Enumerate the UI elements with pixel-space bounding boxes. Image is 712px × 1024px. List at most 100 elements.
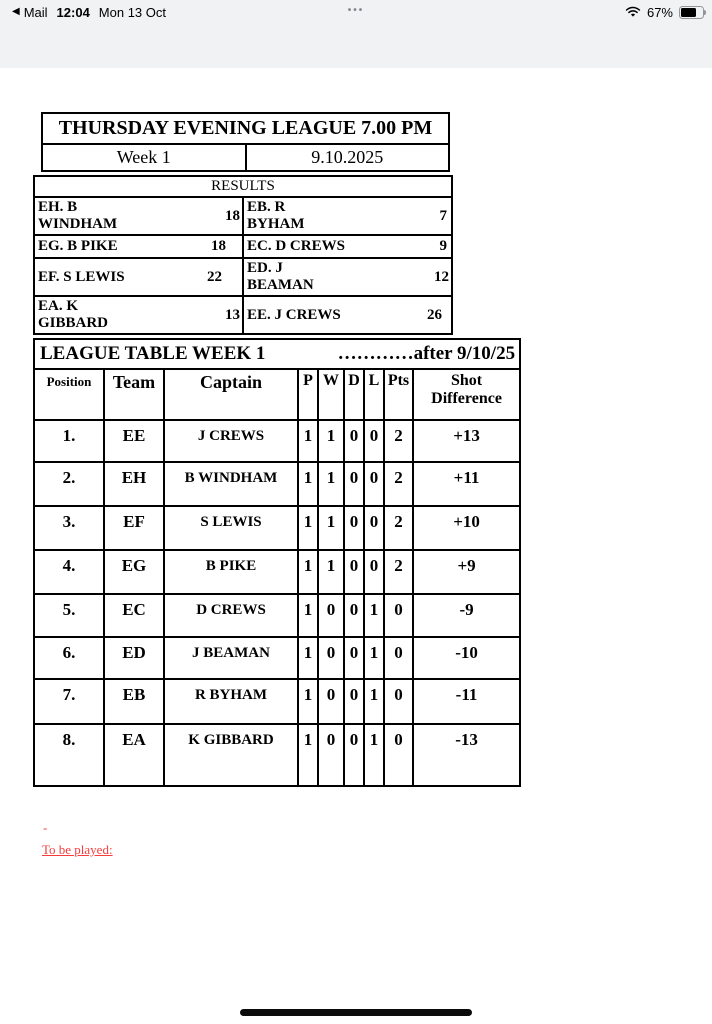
drawn: 0 (343, 593, 365, 638)
position: 4. (33, 549, 105, 595)
league-row: 3. EF S LEWIS 1 1 0 0 2 +10 (33, 505, 522, 551)
league-table: LEAGUE TABLE WEEK 1 …………after 9/10/25 Po… (32, 338, 522, 787)
col-header-shot-difference: Shot Difference (411, 368, 522, 421)
results-row: EA. K GIBBARD 13 EE. J CREWS 26 (33, 295, 453, 335)
shot-difference: -11 (411, 678, 522, 725)
away-team: EC. D CREWS (242, 234, 348, 259)
results-header: RESULTS (33, 175, 453, 198)
league-row: 4. EG B PIKE 1 1 0 0 2 +9 (33, 549, 522, 595)
shot-difference: -10 (411, 636, 522, 680)
battery-percent-label: 67% (646, 4, 673, 20)
away-score: 26 (347, 295, 453, 335)
drawn: 0 (343, 461, 365, 507)
multitask-menu-dots[interactable]: ••• (347, 4, 365, 16)
back-triangle-icon: ◀ (12, 6, 20, 17)
red-dash-text: - (43, 820, 48, 835)
played: 1 (297, 549, 319, 595)
points: 2 (383, 505, 414, 551)
won: 0 (317, 723, 345, 787)
won: 0 (317, 678, 345, 725)
home-team: EH. B WINDHAM (33, 196, 139, 236)
drawn: 0 (343, 505, 365, 551)
points: 2 (383, 461, 414, 507)
title-table: THURSDAY EVENING LEAGUE 7.00 PM Week 1 9… (41, 112, 450, 172)
played: 1 (297, 593, 319, 638)
league-row: 6. ED J BEAMAN 1 0 0 1 0 -10 (33, 636, 522, 680)
team: EA (103, 723, 165, 787)
shot-difference: +13 (411, 419, 522, 463)
results-row: EF. S LEWIS 22 ED. J BEAMAN 12 (33, 257, 453, 297)
col-header-position: Position (33, 368, 105, 421)
home-score: 18 (138, 196, 243, 236)
battery-nub (704, 9, 706, 15)
shot-difference: +9 (411, 549, 522, 595)
league-header-row: Position Team Captain P W D L Pts Shot D… (33, 368, 522, 421)
captain: R BYHAM (163, 678, 299, 725)
document-title: THURSDAY EVENING LEAGUE 7.00 PM (41, 112, 450, 145)
points: 0 (383, 593, 414, 638)
shot-difference: -9 (411, 593, 522, 638)
col-header-l: L (363, 368, 385, 421)
points: 2 (383, 419, 414, 463)
drawn: 0 (343, 678, 365, 725)
position: 1. (33, 419, 105, 463)
week-label: Week 1 (41, 143, 247, 172)
shot-difference: +10 (411, 505, 522, 551)
to-be-played-link[interactable]: To be played: (42, 842, 113, 857)
back-to-mail-button[interactable]: ◀ Mail (12, 5, 48, 20)
home-team: EF. S LEWIS (33, 257, 139, 297)
points: 2 (383, 549, 414, 595)
captain: J BEAMAN (163, 636, 299, 680)
captain: B WINDHAM (163, 461, 299, 507)
team: EB (103, 678, 165, 725)
played: 1 (297, 636, 319, 680)
col-header-d: D (343, 368, 365, 421)
league-row: 8. EA K GIBBARD 1 0 0 1 0 -13 (33, 723, 522, 787)
col-header-p: P (297, 368, 319, 421)
home-indicator[interactable] (240, 1009, 472, 1016)
league-title: LEAGUE TABLE WEEK 1 (40, 343, 266, 364)
league-title-row: LEAGUE TABLE WEEK 1 …………after 9/10/25 (32, 338, 522, 370)
captain: B PIKE (163, 549, 299, 595)
away-team: ED. J BEAMAN (242, 257, 348, 297)
home-score: 13 (138, 295, 243, 335)
won: 1 (317, 461, 345, 507)
won: 1 (317, 549, 345, 595)
lost: 1 (363, 723, 385, 787)
played: 1 (297, 678, 319, 725)
league-row: 1. EE J CREWS 1 1 0 0 2 +13 (33, 419, 522, 463)
played: 1 (297, 723, 319, 787)
points: 0 (383, 636, 414, 680)
away-score: 9 (347, 234, 453, 259)
home-team: EG. B PIKE (33, 234, 139, 259)
team: EH (103, 461, 165, 507)
lost: 0 (363, 549, 385, 595)
position: 5. (33, 593, 105, 638)
date-label: 9.10.2025 (244, 143, 450, 172)
lost: 0 (363, 505, 385, 551)
won: 1 (317, 419, 345, 463)
captain: K GIBBARD (163, 723, 299, 787)
league-row: 2. EH B WINDHAM 1 1 0 0 2 +11 (33, 461, 522, 507)
back-app-label: Mail (23, 4, 48, 20)
won: 0 (317, 636, 345, 680)
lost: 0 (363, 419, 385, 463)
drawn: 0 (343, 549, 365, 595)
home-score: 22 (138, 257, 243, 297)
captain: S LEWIS (163, 505, 299, 551)
lost: 1 (363, 593, 385, 638)
team: ED (103, 636, 165, 680)
drawn: 0 (343, 636, 365, 680)
results-row: EG. B PIKE 18 EC. D CREWS 9 (33, 234, 453, 259)
played: 1 (297, 419, 319, 463)
played: 1 (297, 505, 319, 551)
lost: 1 (363, 678, 385, 725)
top-gray-band (0, 0, 712, 68)
battery-fill (681, 7, 697, 17)
team: EF (103, 505, 165, 551)
results-row: EH. B WINDHAM 18 EB. R BYHAM 7 (33, 196, 453, 236)
shot-difference: +11 (411, 461, 522, 507)
captain: J CREWS (163, 419, 299, 463)
league-row: 5. EC D CREWS 1 0 0 1 0 -9 (33, 593, 522, 638)
